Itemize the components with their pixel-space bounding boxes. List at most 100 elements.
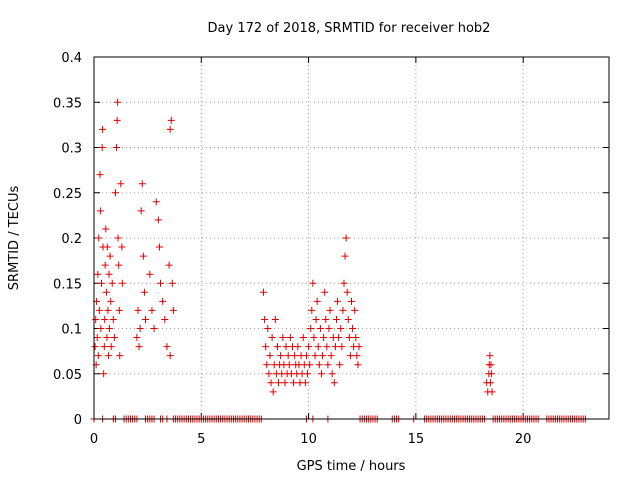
plot-frame xyxy=(93,56,610,420)
data-point xyxy=(105,352,113,360)
data-point xyxy=(321,288,329,296)
data-point xyxy=(314,343,322,351)
x-tick-label: 5 xyxy=(197,432,205,447)
data-point xyxy=(263,361,271,369)
data-point xyxy=(343,288,351,296)
data-point xyxy=(304,370,312,378)
data-point xyxy=(92,315,100,323)
data-point xyxy=(118,243,126,251)
data-point xyxy=(302,352,310,360)
data-point xyxy=(155,243,163,251)
data-point xyxy=(105,270,113,278)
data-point xyxy=(285,361,293,369)
data-point xyxy=(111,189,119,197)
data-point xyxy=(322,315,330,323)
data-point xyxy=(115,306,123,314)
data-point xyxy=(291,352,299,360)
data-point xyxy=(101,315,109,323)
data-point xyxy=(290,379,298,387)
data-point xyxy=(326,306,334,314)
data-point xyxy=(169,306,177,314)
data-point xyxy=(109,315,117,323)
data-point xyxy=(331,343,339,351)
data-point xyxy=(103,243,111,251)
data-point xyxy=(341,252,349,260)
data-point xyxy=(166,352,174,360)
data-point xyxy=(323,343,331,351)
data-point xyxy=(320,334,328,342)
data-point xyxy=(349,325,357,332)
data-point xyxy=(348,297,355,305)
data-point xyxy=(266,352,274,360)
data-point xyxy=(342,234,350,242)
data-point xyxy=(337,325,345,332)
data-point xyxy=(100,343,108,351)
data-point xyxy=(142,315,149,323)
data-point xyxy=(133,334,141,342)
data-point xyxy=(353,352,361,360)
data-point xyxy=(351,306,359,314)
data-point xyxy=(94,352,102,360)
data-point xyxy=(105,325,113,332)
data-point xyxy=(98,144,106,151)
data-point xyxy=(116,352,124,360)
data-point xyxy=(115,261,123,269)
data-point xyxy=(103,334,111,342)
data-point xyxy=(167,116,175,124)
data-point xyxy=(159,297,167,305)
data-point xyxy=(113,116,121,124)
data-point xyxy=(310,334,318,342)
data-point xyxy=(269,388,277,396)
data-point xyxy=(94,270,102,278)
data-point xyxy=(98,279,106,287)
data-point xyxy=(339,306,347,314)
data-point xyxy=(308,306,316,314)
data-point xyxy=(328,370,336,378)
data-point xyxy=(312,315,320,323)
data-point xyxy=(282,343,290,351)
data-point xyxy=(284,352,292,360)
y-tick-label: 0.4 xyxy=(61,51,82,66)
data-point xyxy=(161,315,169,323)
data-point xyxy=(307,325,315,332)
data-point xyxy=(294,343,302,351)
data-point xyxy=(134,306,142,314)
data-point xyxy=(104,306,112,314)
data-point xyxy=(313,297,321,305)
data-point xyxy=(267,379,275,387)
data-point xyxy=(330,379,338,387)
x-axis-title: GPS time / hours xyxy=(297,459,406,474)
data-point xyxy=(281,379,289,387)
data-point xyxy=(344,315,352,323)
data-point xyxy=(91,343,99,351)
data-point xyxy=(135,343,143,351)
data-point xyxy=(95,306,103,314)
data-point xyxy=(271,315,279,323)
data-point xyxy=(168,279,176,287)
x-tick-label: 10 xyxy=(300,432,317,447)
data-point xyxy=(299,334,307,342)
grid-lines xyxy=(94,57,609,419)
data-point xyxy=(118,279,126,287)
data-point xyxy=(279,334,287,342)
data-point xyxy=(315,361,323,369)
data-point xyxy=(305,343,313,351)
data-point xyxy=(150,325,158,332)
data-point xyxy=(334,297,342,305)
data-point xyxy=(93,334,101,342)
data-point xyxy=(487,379,495,387)
x-tick-label: 15 xyxy=(408,432,425,447)
data-point xyxy=(486,352,494,360)
x-tick-label: 0 xyxy=(90,432,98,447)
data-point xyxy=(264,325,272,332)
data-point xyxy=(154,216,162,224)
data-point xyxy=(102,225,110,233)
data-point xyxy=(345,334,353,342)
chart-title: Day 172 of 2018, SRMTID for receiver hob… xyxy=(208,21,491,36)
data-point xyxy=(346,352,354,360)
data-point xyxy=(487,370,495,378)
data-point xyxy=(140,288,148,296)
data-point xyxy=(316,325,324,332)
y-tick-label: 0.2 xyxy=(61,232,82,247)
